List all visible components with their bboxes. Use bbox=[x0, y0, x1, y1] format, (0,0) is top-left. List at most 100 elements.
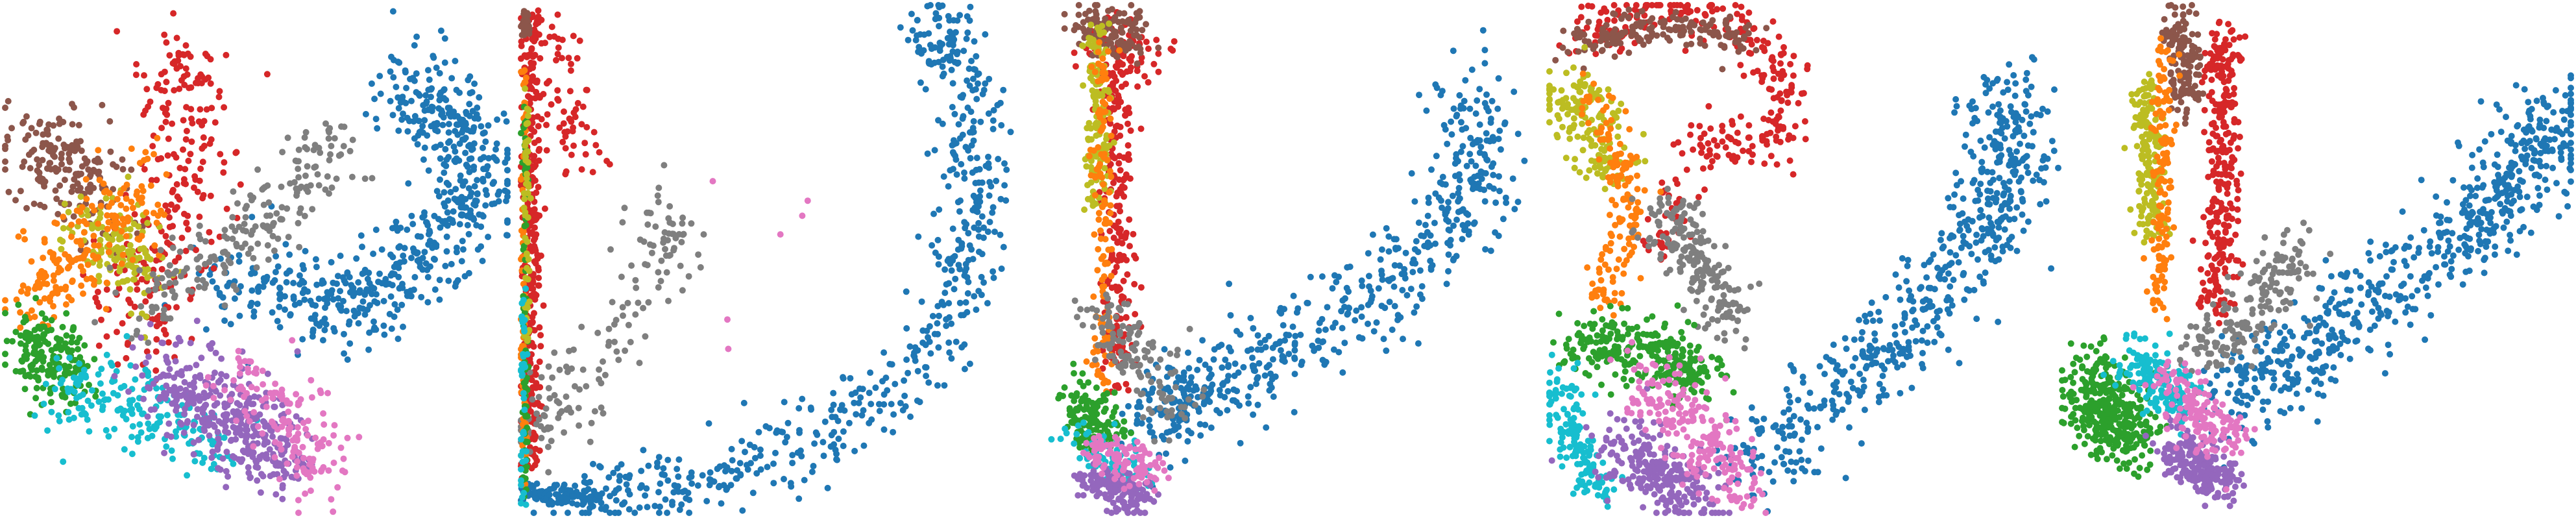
scatter-point bbox=[465, 230, 472, 238]
scatter-point bbox=[76, 360, 83, 367]
scatter-point bbox=[254, 166, 261, 173]
scatter-point bbox=[255, 288, 262, 295]
scatter-point bbox=[260, 201, 267, 208]
scatter-point bbox=[254, 423, 261, 430]
scatter-point bbox=[949, 149, 956, 156]
scatter-point bbox=[176, 164, 184, 171]
scatter-point bbox=[193, 362, 200, 369]
scatter-point bbox=[334, 484, 341, 491]
scatter-point bbox=[905, 36, 912, 43]
scatter-point bbox=[960, 312, 967, 319]
scatter-point bbox=[32, 395, 40, 402]
scatter-point bbox=[41, 236, 48, 243]
scatter-point bbox=[144, 219, 151, 227]
scatter-point bbox=[346, 340, 354, 347]
scatter-point bbox=[276, 285, 284, 292]
scatter-point bbox=[186, 440, 192, 447]
scatter-point bbox=[82, 411, 89, 418]
scatter-point bbox=[503, 118, 510, 125]
scatter-point bbox=[810, 463, 817, 469]
scatter-point bbox=[282, 306, 288, 313]
scatter-point bbox=[1086, 7, 1093, 14]
scatter-point bbox=[1093, 11, 1100, 18]
scatter-point bbox=[293, 472, 300, 479]
scatter-point bbox=[368, 80, 375, 87]
scatter-point bbox=[559, 36, 566, 43]
scatter-point bbox=[180, 117, 187, 124]
scatter-point bbox=[1110, 179, 1117, 186]
scatter-point bbox=[365, 269, 372, 277]
scatter-point bbox=[948, 66, 955, 73]
scatter-point bbox=[51, 219, 58, 227]
scatter-point bbox=[225, 257, 232, 264]
scatter-point bbox=[549, 374, 556, 381]
scatter-point bbox=[215, 465, 221, 472]
scatter-point bbox=[124, 277, 131, 284]
scatter-point bbox=[1483, 130, 1490, 137]
scatter-point bbox=[1385, 248, 1392, 255]
scatter-point bbox=[100, 180, 107, 188]
scatter-point bbox=[561, 129, 568, 136]
scatter-point bbox=[223, 411, 230, 418]
scatter-point bbox=[1359, 282, 1366, 290]
scatter-point bbox=[576, 386, 583, 393]
scatter-point bbox=[160, 306, 167, 314]
scatter-panel-1 bbox=[0, 0, 513, 518]
scatter-point bbox=[875, 401, 882, 408]
scatter-point bbox=[470, 124, 478, 131]
scatter-point bbox=[400, 253, 407, 259]
scatter-point bbox=[253, 264, 260, 271]
scatter-point bbox=[51, 373, 58, 380]
scatter-point bbox=[1158, 432, 1165, 439]
scatter-point bbox=[1116, 256, 1123, 263]
scatter-point bbox=[27, 165, 34, 172]
scatter-point bbox=[1263, 424, 1270, 431]
scatter-point bbox=[209, 449, 216, 455]
scatter-point bbox=[36, 271, 43, 278]
scatter-point bbox=[480, 130, 487, 137]
scatter-point bbox=[1358, 313, 1365, 320]
scatter-point bbox=[560, 120, 567, 127]
scatter-point bbox=[1180, 391, 1187, 398]
scatter-point bbox=[1400, 336, 1406, 343]
scatter-point bbox=[664, 510, 671, 516]
scatter-point bbox=[92, 393, 99, 400]
scatter-point bbox=[125, 217, 131, 225]
scatter-point bbox=[295, 219, 302, 227]
scatter-point bbox=[250, 254, 257, 262]
scatter-point bbox=[914, 367, 921, 375]
scatter-point bbox=[269, 419, 276, 426]
scatter-point bbox=[1511, 206, 1518, 213]
scatter-point bbox=[58, 245, 65, 253]
scatter-point bbox=[1481, 47, 1488, 54]
scatter-point bbox=[1449, 192, 1456, 199]
scatter-point bbox=[263, 71, 271, 78]
scatter-point bbox=[178, 234, 186, 241]
scatter-point bbox=[766, 425, 773, 432]
scatter-point bbox=[1521, 157, 1528, 164]
scatter-point bbox=[814, 431, 821, 438]
scatter-point bbox=[1126, 175, 1134, 182]
scatter-point bbox=[729, 457, 736, 464]
scatter-point bbox=[1165, 364, 1172, 371]
scatter-point bbox=[342, 280, 349, 287]
scatter-point bbox=[879, 378, 886, 385]
scatter-point bbox=[556, 366, 563, 373]
scatter-point bbox=[437, 176, 443, 183]
scatter-point bbox=[596, 149, 603, 156]
scatter-point bbox=[1003, 166, 1010, 173]
scatter-point bbox=[1108, 6, 1115, 13]
scatter-point bbox=[264, 439, 271, 446]
scatter-point bbox=[191, 458, 199, 465]
scatter-point bbox=[654, 192, 661, 199]
scatter-point bbox=[465, 77, 472, 84]
scatter-point bbox=[1182, 457, 1189, 464]
scatter-point bbox=[941, 382, 948, 389]
scatter-point bbox=[679, 214, 687, 221]
scatter-point bbox=[186, 382, 193, 388]
scatter-point bbox=[1127, 64, 1134, 71]
scatter-point bbox=[315, 182, 322, 189]
scatter-point bbox=[830, 401, 837, 408]
scatter-point bbox=[569, 500, 576, 507]
